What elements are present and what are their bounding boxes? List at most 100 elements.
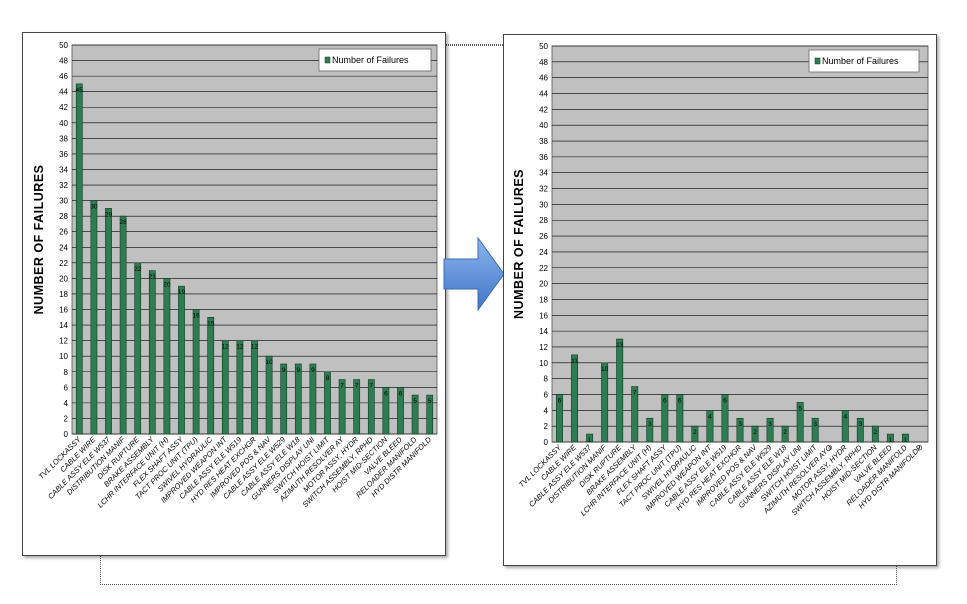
data-label: 2 — [874, 429, 878, 436]
chart-panel-right: 0 2 4 6 8 10 12 14 16 18 20 22 24 26 28 30 32 34 36 38 40 42 4… — [503, 34, 937, 566]
y-tick-label: 18 — [539, 295, 548, 304]
data-label: 7 — [340, 383, 344, 390]
data-label: 2 — [753, 429, 757, 436]
failures-chart-right: 0246810121416182022242628303234363840424… — [512, 42, 929, 518]
y-tick-label: 24 — [539, 248, 548, 257]
bar — [75, 83, 83, 435]
data-label: 2 — [693, 429, 697, 436]
bar — [90, 200, 98, 435]
data-label: 1 — [904, 437, 908, 444]
bar — [148, 270, 156, 435]
bar — [236, 340, 244, 435]
bar — [178, 285, 185, 435]
y-axis-label: NUMBER OF FAILURES — [512, 169, 526, 319]
legend-box — [808, 49, 920, 73]
data-label: 1 — [588, 437, 592, 444]
data-label: 1 — [889, 437, 893, 444]
y-axis-label: NUMBER OF FAILURES — [32, 165, 46, 315]
y-tick-label: 22 — [539, 264, 548, 273]
bar — [207, 316, 215, 435]
data-label: 3 — [859, 421, 863, 428]
y-tick-label: 48 — [539, 58, 548, 67]
y-tick-label: 4 — [64, 399, 69, 408]
y-tick-label: 8 — [544, 375, 549, 384]
y-tick-label: 8 — [64, 368, 69, 377]
y-tick-label: 36 — [59, 150, 68, 159]
y-tick-label: 50 — [539, 42, 548, 51]
y-tick-label: 4 — [544, 406, 549, 415]
bar — [163, 278, 171, 435]
y-tick-label: 28 — [539, 216, 548, 225]
data-label: 0 — [828, 445, 832, 452]
y-tick-label: 44 — [539, 90, 548, 99]
bar — [601, 362, 609, 443]
data-label: 7 — [633, 390, 637, 397]
bar — [856, 417, 864, 443]
y-tick-label: 24 — [59, 243, 68, 252]
bar — [280, 363, 288, 435]
data-label: 9 — [311, 367, 315, 374]
bar — [251, 340, 258, 435]
data-label: 28 — [119, 219, 127, 226]
data-label: 10 — [265, 359, 273, 366]
bar — [338, 379, 346, 435]
y-tick-label: 38 — [59, 134, 68, 143]
data-label: 13 — [616, 342, 624, 349]
y-tick-label: 30 — [539, 200, 548, 209]
y-tick-label: 42 — [59, 103, 68, 112]
bar — [661, 394, 669, 443]
y-tick-label: 10 — [59, 352, 68, 361]
chart-panel-left: 0 2 4 6 8 10 12 14 16 18 20 22 24 26 28 30 32 34 36 38 40 42 4… — [22, 32, 446, 556]
bar — [294, 363, 302, 435]
bar — [556, 394, 563, 443]
y-tick-label: 26 — [539, 232, 548, 241]
data-label: 22 — [134, 266, 142, 273]
data-label: 0 — [919, 445, 923, 452]
legend-swatch — [814, 57, 821, 65]
y-tick-label: 0 — [544, 438, 549, 447]
bar — [426, 394, 434, 435]
data-label: 6 — [723, 397, 727, 404]
bar — [766, 417, 774, 443]
connector-top-dotted — [444, 44, 505, 46]
y-tick-label: 38 — [539, 137, 548, 146]
y-tick-label: 12 — [59, 337, 68, 346]
arrow-right-icon — [443, 236, 505, 312]
data-label: 3 — [648, 421, 652, 428]
y-tick-label: 18 — [59, 290, 68, 299]
data-label: 11 — [571, 358, 578, 365]
data-label: 6 — [384, 390, 388, 397]
bar — [586, 433, 594, 443]
bar — [119, 215, 127, 435]
bar — [571, 354, 579, 443]
bar — [105, 208, 112, 435]
y-tick-label: 22 — [59, 259, 68, 268]
failures-chart-left: 0246810121416182022242628303234363840424… — [32, 41, 438, 510]
y-tick-label: 10 — [539, 359, 548, 368]
y-tick-label: 20 — [539, 280, 548, 289]
connector-bottom-dotted — [100, 554, 897, 585]
bar — [691, 425, 699, 443]
legend-label: Number of Failures — [822, 56, 899, 66]
data-label: 7 — [369, 383, 373, 390]
plot-area — [551, 45, 929, 443]
y-tick-label: 40 — [539, 121, 548, 130]
data-label: 10 — [601, 366, 609, 373]
y-tick-label: 34 — [539, 169, 548, 178]
data-label: 4 — [843, 413, 847, 420]
y-tick-label: 2 — [544, 422, 549, 431]
y-tick-label: 12 — [539, 343, 548, 352]
data-label: 21 — [149, 274, 157, 281]
y-tick-label: 6 — [64, 383, 69, 392]
data-label: 3 — [813, 421, 817, 428]
bar — [646, 417, 654, 443]
bar — [221, 340, 229, 435]
data-label: 5 — [428, 398, 432, 405]
bar — [324, 371, 331, 435]
y-tick-label: 30 — [59, 197, 68, 206]
y-tick-label: 50 — [59, 41, 68, 50]
y-tick-label: 16 — [59, 306, 68, 315]
y-tick-label: 48 — [59, 57, 68, 66]
bar — [811, 417, 819, 443]
data-label: 30 — [90, 204, 98, 211]
